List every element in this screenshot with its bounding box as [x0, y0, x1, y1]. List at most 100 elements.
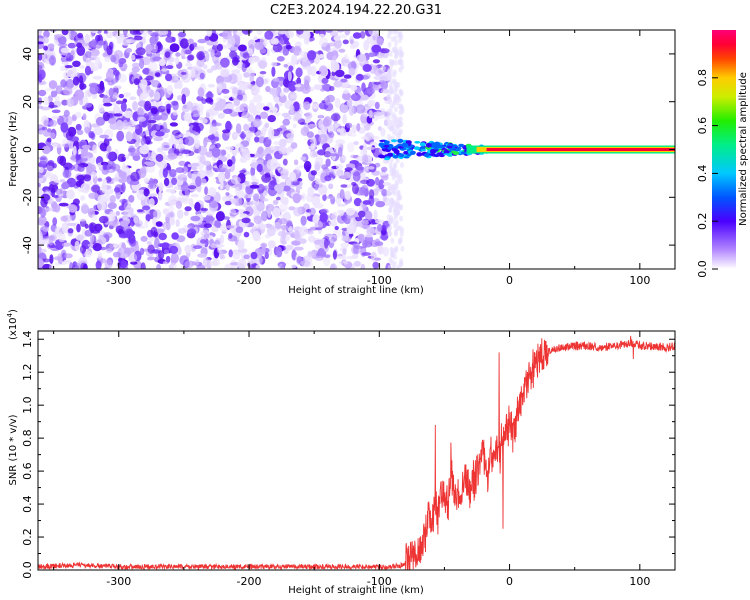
noise-blob: [52, 217, 58, 226]
noise-blob: [76, 129, 84, 136]
noise-blob: [105, 31, 114, 39]
noise-blob: [150, 226, 158, 237]
noise-blob: [315, 180, 323, 185]
noise-blob: [368, 218, 378, 225]
noise-blob: [67, 42, 77, 49]
noise-blob: [98, 215, 109, 224]
noise-blob: [60, 65, 66, 72]
noise-blob: [177, 227, 187, 234]
noise-blob: [171, 177, 178, 186]
noise-blob: [169, 245, 179, 254]
noise-blob: [155, 153, 164, 162]
noise-blob: [107, 110, 115, 114]
noise-blob: [90, 53, 98, 61]
noise-blob: [38, 69, 46, 80]
noise-blob: [49, 119, 58, 127]
noise-blob: [76, 45, 86, 56]
noise-blob: [203, 217, 212, 222]
noise-blob: [91, 213, 97, 222]
noise-blob: [113, 69, 120, 76]
noise-blob: [300, 54, 308, 62]
noise-fringe: [387, 230, 392, 237]
noise-blob: [343, 89, 349, 94]
x-tick-label: -100: [367, 274, 392, 287]
noise-blob: [156, 228, 165, 233]
noise-blob: [63, 259, 72, 264]
noise-blob: [229, 208, 237, 219]
noise-blob: [241, 111, 251, 119]
noise-blob: [210, 243, 219, 248]
y-tick-label: 0.8: [21, 429, 34, 447]
noise-blob: [331, 214, 336, 220]
noise-blob: [340, 127, 345, 135]
noise-blob: [116, 130, 125, 142]
noise-blob: [328, 234, 338, 244]
noise-blob: [236, 94, 244, 101]
onset-blob: [391, 139, 397, 143]
noise-blob: [46, 128, 52, 133]
noise-blob: [342, 113, 347, 125]
noise-blob: [249, 184, 260, 189]
onset-blob: [416, 152, 423, 157]
noise-blob: [300, 156, 307, 161]
noise-blob: [293, 159, 299, 166]
noise-blob: [302, 30, 311, 40]
noise-fringe: [388, 207, 393, 214]
noise-blob: [48, 55, 57, 66]
noise-blob: [53, 179, 62, 183]
noise-blob: [272, 43, 283, 53]
noise-fringe: [389, 109, 393, 116]
noise-blob: [301, 192, 306, 202]
noise-blob: [144, 100, 152, 112]
noise-blob: [349, 44, 356, 50]
noise-blob: [323, 255, 331, 267]
noise-blob: [355, 104, 366, 114]
noise-blob: [256, 110, 261, 116]
noise-blob: [155, 131, 165, 137]
noise-blob: [190, 193, 199, 198]
noise-blob: [80, 262, 87, 269]
noise-fringe: [393, 129, 398, 136]
noise-blob: [112, 105, 121, 115]
noise-blob: [372, 59, 380, 64]
noise-blob: [281, 112, 291, 117]
noise-blob: [242, 52, 250, 59]
noise-blob: [326, 94, 335, 103]
noise-blob: [247, 39, 256, 49]
noise-blob: [366, 87, 375, 95]
noise-blob: [267, 127, 275, 138]
noise-blob: [214, 143, 221, 149]
noise-blob: [277, 219, 283, 223]
noise-fringe: [397, 59, 402, 65]
noise-blob: [382, 246, 390, 257]
noise-blob: [38, 97, 43, 105]
noise-blob: [97, 252, 103, 260]
noise-blob: [307, 230, 314, 235]
noise-blob: [115, 211, 121, 216]
noise-blob: [43, 45, 48, 51]
noise-blob: [278, 30, 287, 35]
noise-blob: [361, 136, 369, 140]
noise-fringe: [395, 203, 400, 209]
noise-blob: [344, 190, 351, 200]
noise-blob: [227, 35, 235, 45]
y-scale-factor-text: (x10: [8, 317, 19, 340]
noise-blob: [333, 80, 343, 88]
noise-blob: [184, 136, 195, 146]
x-tick-label: 100: [629, 575, 650, 588]
noise-blob: [272, 77, 280, 82]
noise-blob: [38, 105, 44, 109]
noise-fringe: [398, 261, 403, 268]
noise-blob: [352, 171, 361, 182]
onset-blob: [400, 147, 407, 151]
noise-blob: [275, 246, 283, 258]
noise-blob: [250, 166, 256, 177]
noise-blob: [207, 134, 216, 141]
noise-blob: [379, 172, 388, 176]
noise-blob: [204, 36, 211, 41]
noise-blob: [152, 217, 158, 226]
noise-blob: [264, 155, 272, 160]
noise-blob: [283, 87, 290, 93]
noise-blob: [95, 260, 102, 269]
noise-fringe: [390, 237, 395, 244]
